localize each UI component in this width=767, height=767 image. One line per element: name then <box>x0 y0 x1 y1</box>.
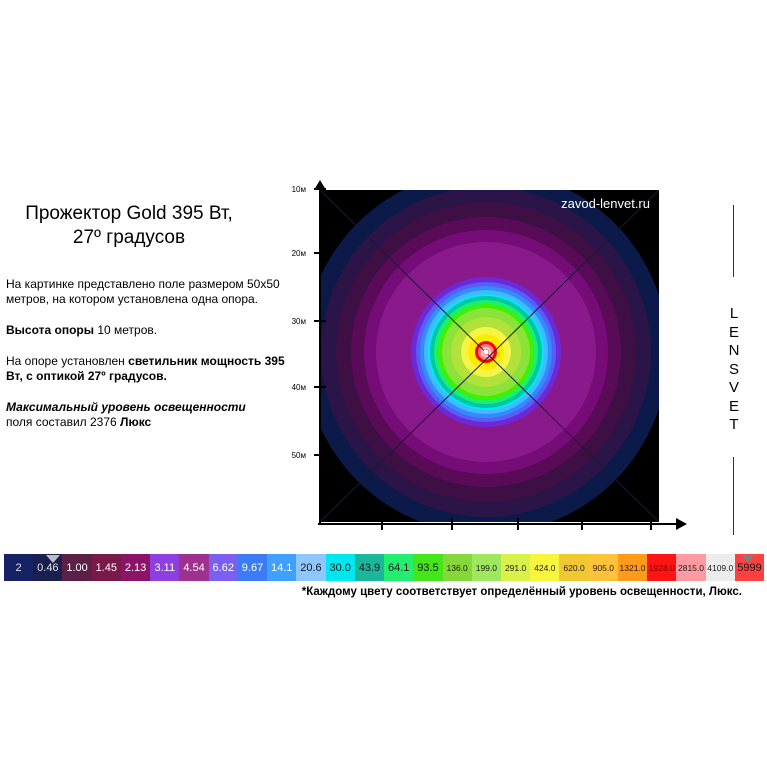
color-legend: 2 0.46 1.00 1.45 2.13 3.11 4.54 6.62 9.67 14.1 20.… <box>4 554 765 581</box>
pole-height-value: 10 метров. <box>94 323 158 337</box>
max-illuminance-label: Максимальный уровень освещенности <box>6 400 246 414</box>
legend-cell: 9.67 <box>237 554 268 581</box>
legend-cell: 2.13 <box>120 554 151 581</box>
footnote: *Каждому цвету соответствует определённы… <box>301 586 742 598</box>
legend-cell: 1321.0 <box>617 554 648 581</box>
max-illuminance-unit: Люкс <box>120 415 152 429</box>
legend-cell: 136.0 <box>442 554 472 581</box>
legend-cell: 1928.0 <box>647 554 677 581</box>
brand-line-top <box>733 205 734 277</box>
legend-cell: 14.1 <box>267 554 297 581</box>
brand-letter: T <box>729 416 739 433</box>
fixture-title-line1: Прожектор Gold 395 Вт, <box>25 203 233 224</box>
legend-cell: 3.11 <box>150 554 180 581</box>
illuminance-plot: zavod-lenvet.ru 10м20м30м40м50м10м20м30м… <box>292 180 687 530</box>
fixture-prefix: На опоре установлен <box>6 354 129 368</box>
legend-cell: 4109.0 <box>705 554 735 581</box>
field-description: На картинке представлено поле размером 5… <box>6 277 280 306</box>
legend-cell: 6.62 <box>208 554 238 581</box>
y-tick-label: 10м <box>292 185 306 194</box>
fixture-title: Прожектор Gold 395 Вт, 27º градусов <box>0 202 258 250</box>
brand-letter: E <box>728 323 739 341</box>
watermark: zavod-lenvet.ru <box>561 196 650 211</box>
legend-cell: 1.45 <box>91 554 121 581</box>
y-tick-label: 50м <box>292 451 306 460</box>
brand-letter: N <box>728 342 740 359</box>
legend-cell: 20.6 <box>296 554 326 581</box>
diagonal-beam <box>320 190 659 522</box>
legend-cell: 1.00 <box>62 554 92 581</box>
brand-letter: L <box>729 305 739 322</box>
legend-cell: 2 <box>4 554 34 581</box>
legend-cell: 905.0 <box>588 554 618 581</box>
legend-cell: 4.54 <box>179 554 209 581</box>
legend-cell: 64.1 <box>384 554 414 581</box>
max-illuminance-prefix: поля составил 2376 <box>6 415 121 429</box>
description: На картинке представлено поле размером 5… <box>6 277 286 446</box>
y-tick-label: 20м <box>292 249 306 258</box>
legend-marker-left <box>46 555 60 563</box>
legend-cell: 30.0 <box>325 554 355 581</box>
legend-cell: 620.0 <box>559 554 589 581</box>
y-tick-label: 40м <box>292 383 306 392</box>
legend-marker-right <box>741 555 755 563</box>
fixture-info: На опоре установлен светильник мощность … <box>6 354 286 384</box>
y-tick-label: 30м <box>292 317 306 326</box>
legend-cell: 199.0 <box>471 554 501 581</box>
fixture-bold: светильник мощность 395 Вт, с оптикой 27… <box>6 354 285 383</box>
light-source-marker <box>482 348 490 356</box>
brand-letter: E <box>728 397 739 415</box>
y-axis-arrow <box>314 180 326 190</box>
legend-cell: 5999 <box>734 554 765 581</box>
max-illuminance: Максимальный уровень освещенности поля со… <box>6 400 286 430</box>
brand-letter: V <box>728 379 739 396</box>
legend-cell: 93.5 <box>413 554 443 581</box>
legend-cell: 424.0 <box>530 554 560 581</box>
pole-height-label: Высота опоры <box>6 323 94 337</box>
brand-letter: S <box>728 360 739 378</box>
fixture-title-line2: 27º градусов <box>72 227 186 248</box>
x-axis-arrow <box>676 518 687 530</box>
legend-cell: 291.0 <box>500 554 531 581</box>
brand-line-bottom <box>733 457 734 535</box>
legend-cell: 43.9 <box>354 554 385 581</box>
legend-cell: 2815.0 <box>676 554 706 581</box>
pole-height: Высота опоры 10 метров. <box>6 323 286 338</box>
